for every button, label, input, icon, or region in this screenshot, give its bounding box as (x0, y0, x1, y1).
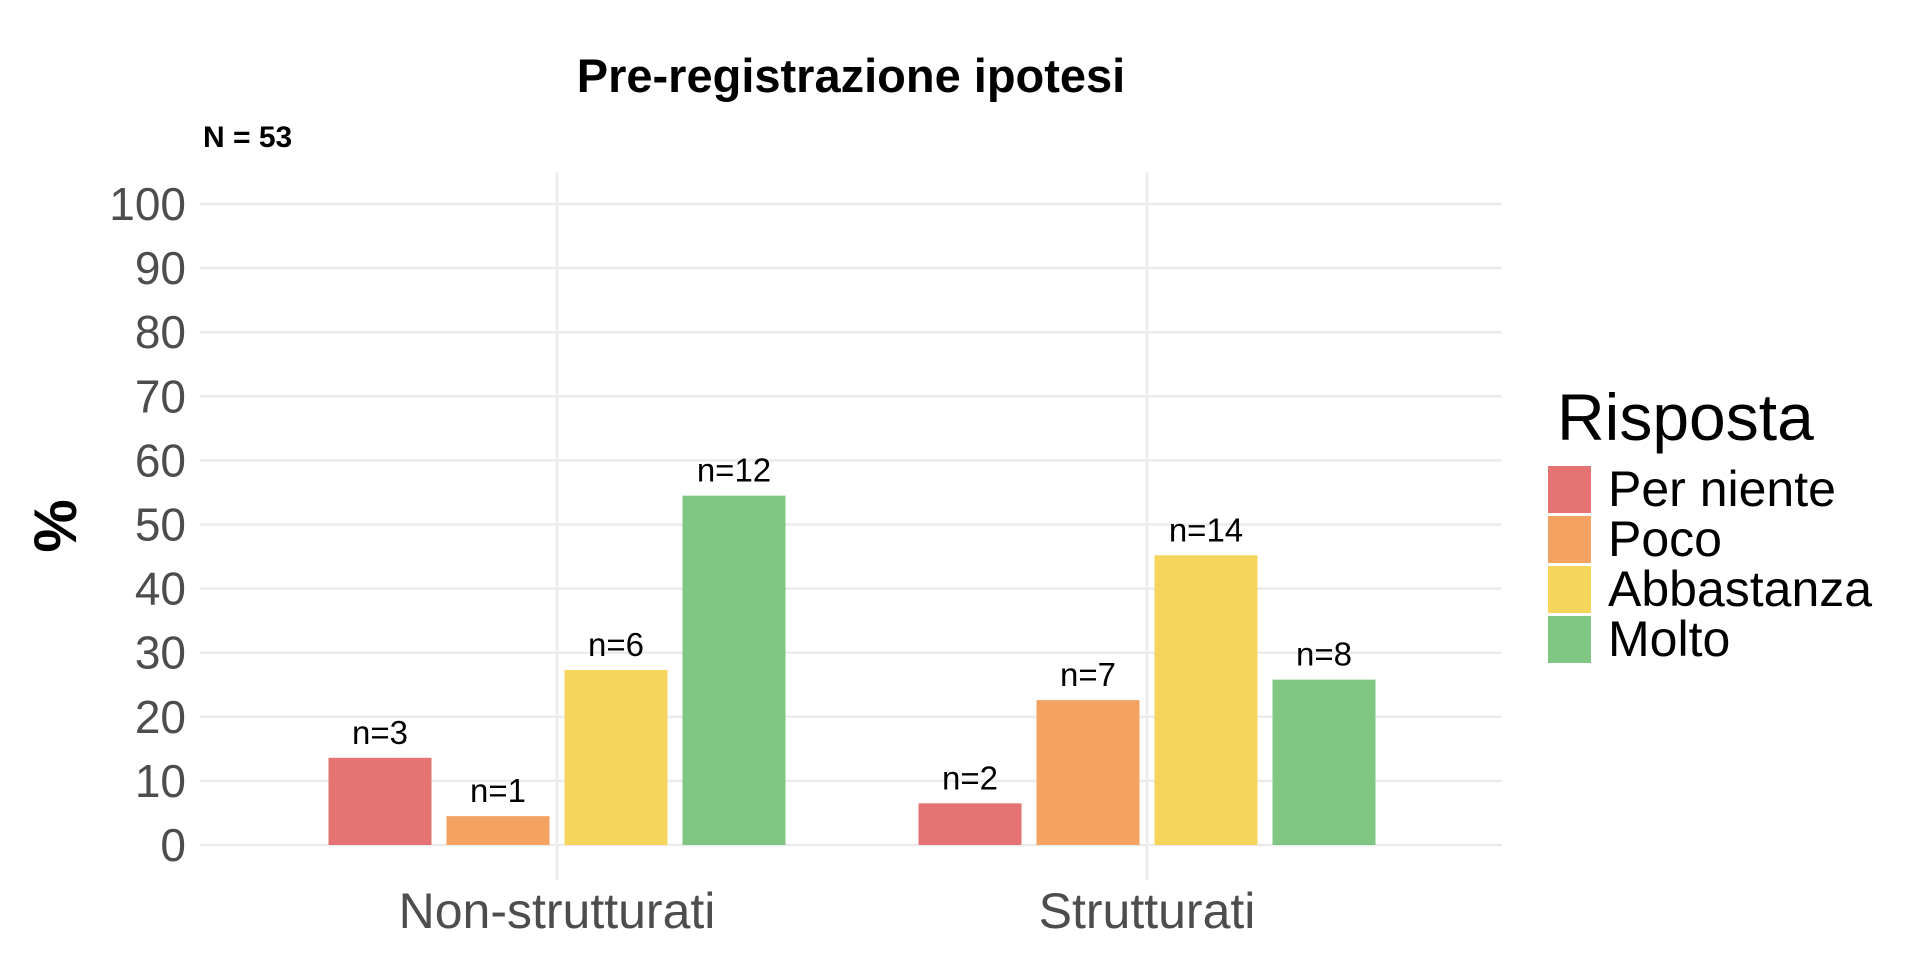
y-tick-label: 0 (160, 819, 186, 871)
legend-label: Poco (1608, 511, 1722, 567)
legend-swatch (1548, 466, 1591, 513)
legend-label: Abbastanza (1608, 561, 1872, 617)
x-tick-label: Strutturati (1039, 883, 1256, 939)
y-axis-ticks: 0 10 20 30 40 50 60 70 80 90 100 (109, 178, 186, 871)
data-label: n=7 (1060, 656, 1116, 693)
x-tick-label: Non-strutturati (399, 883, 716, 939)
bar (918, 803, 1022, 845)
data-label: n=8 (1296, 636, 1352, 673)
y-tick-label: 50 (135, 499, 186, 551)
y-axis-label: % (22, 499, 89, 552)
bar (446, 816, 550, 845)
chart-subtitle: N = 53 (203, 121, 292, 154)
data-label: n=3 (352, 714, 408, 751)
y-tick-label: 10 (135, 755, 186, 807)
bars (328, 495, 1376, 845)
x-axis-ticks: Non-strutturati Strutturati (399, 883, 1256, 939)
legend-swatch (1548, 516, 1591, 563)
data-label: n=14 (1169, 511, 1243, 548)
legend-swatch (1548, 616, 1591, 663)
bar (682, 495, 786, 845)
y-tick-label: 80 (135, 306, 186, 358)
data-labels: n=3 n=1 n=6 n=12 n=2 n=7 n=14 n=8 (352, 452, 1352, 810)
y-tick-label: 70 (135, 370, 186, 422)
grid (200, 172, 1502, 880)
bar (1036, 700, 1140, 845)
y-tick-label: 90 (135, 242, 186, 294)
data-label: n=2 (942, 759, 998, 796)
y-tick-label: 40 (135, 563, 186, 615)
legend-label: Per niente (1608, 461, 1836, 517)
data-label: n=12 (697, 452, 771, 489)
legend-swatch (1548, 566, 1591, 613)
legend-title: Risposta (1557, 380, 1814, 454)
bar (328, 757, 432, 845)
y-tick-label: 60 (135, 434, 186, 486)
bar (1154, 555, 1258, 845)
bar (1272, 679, 1376, 845)
legend-label: Molto (1608, 611, 1730, 667)
y-tick-label: 30 (135, 627, 186, 679)
bar (564, 670, 668, 845)
data-label: n=1 (470, 772, 526, 809)
data-label: n=6 (588, 626, 644, 663)
y-tick-label: 20 (135, 691, 186, 743)
y-tick-label: 100 (109, 178, 186, 230)
chart-title: Pre-registrazione ipotesi (577, 49, 1126, 102)
